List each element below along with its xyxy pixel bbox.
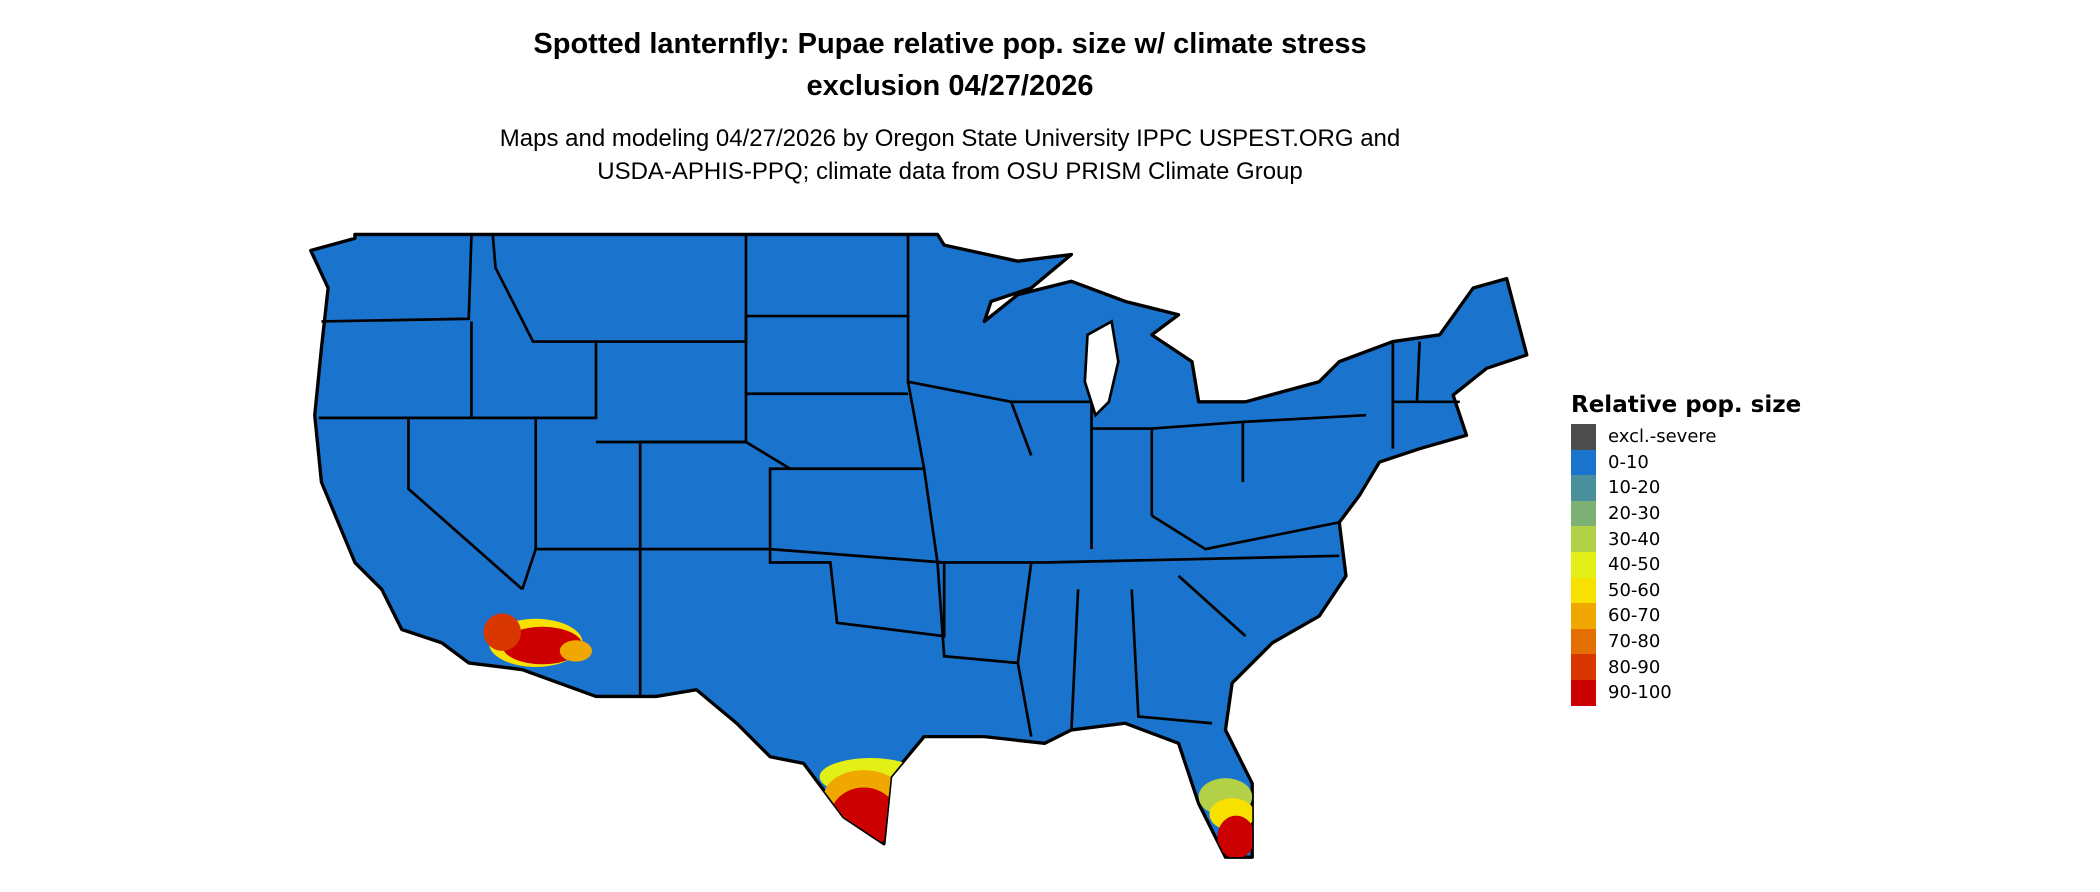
legend-swatch — [1571, 679, 1596, 706]
state-border — [471, 235, 598, 420]
legend-title: Relative pop. size — [1571, 392, 1802, 418]
legend-swatch — [1571, 500, 1596, 527]
subtitle-line1: Maps and modeling 04/27/2026 by Oregon S… — [499, 125, 1401, 152]
legend-item: 90-100 — [1571, 679, 1801, 706]
legend-swatch — [1571, 475, 1596, 501]
map-title-line1: Spotted lanternfly: Pupae relative pop. … — [533, 28, 1367, 60]
legend-swatch — [1571, 551, 1596, 578]
state-border — [1016, 662, 1033, 737]
state-border — [640, 467, 925, 551]
state-border — [1415, 341, 1421, 402]
legend-item: 60-70 — [1571, 603, 1801, 629]
state-borders — [318, 235, 1460, 737]
legend: Relative pop. size excl.-severe 0-10 10-20… — [1571, 392, 1801, 706]
legend-swatch — [1571, 577, 1596, 604]
legend-item: 50-60 — [1571, 577, 1801, 604]
hotspot-texas — [819, 758, 922, 847]
state-border — [1151, 514, 1340, 551]
legend-swatch — [1571, 449, 1596, 476]
legend-label: 90-100 — [1608, 682, 1672, 704]
legend-label: 0-10 — [1608, 451, 1649, 473]
state-border — [906, 381, 1045, 564]
legend-label: excl.-severe — [1608, 426, 1717, 448]
legend-label: 10-20 — [1608, 477, 1661, 499]
map-title-line2: exclusion 04/27/2026 — [806, 70, 1094, 102]
subtitle-line2: USDA-APHIS-PPQ; climate data from OSU PR… — [597, 158, 1303, 185]
state-border — [906, 316, 1033, 456]
legend-swatch — [1571, 526, 1596, 552]
legend-item: 10-20 — [1571, 475, 1801, 501]
legend-label: 30-40 — [1608, 528, 1661, 550]
legend-item: excl.-severe — [1571, 424, 1801, 450]
state-border — [1070, 589, 1080, 730]
state-border — [768, 549, 946, 638]
legend-label: 60-70 — [1608, 605, 1661, 627]
state-border — [936, 562, 1033, 665]
state-border — [1044, 554, 1340, 564]
legend-label: 70-80 — [1608, 631, 1661, 653]
legend-item: 40-50 — [1571, 551, 1801, 578]
great-lake-michigan — [1083, 319, 1120, 418]
state-border — [769, 547, 945, 564]
legend-item: 80-90 — [1571, 654, 1801, 680]
legend-label: 20-30 — [1608, 503, 1661, 525]
legend-item: 70-80 — [1571, 628, 1801, 655]
state-border — [745, 440, 791, 470]
state-border — [407, 417, 524, 591]
us-outline — [309, 232, 1529, 859]
state-border — [521, 548, 537, 590]
legend-swatch — [1571, 628, 1596, 655]
state-border — [1177, 574, 1247, 638]
legend-label: 80-90 — [1608, 656, 1661, 678]
legend-label: 50-60 — [1608, 579, 1661, 601]
legend-swatch — [1571, 654, 1596, 680]
legend-item: 0-10 — [1571, 449, 1801, 476]
hotspots — [483, 613, 1255, 858]
state-border — [321, 235, 473, 323]
legend-label: 40-50 — [1608, 554, 1661, 576]
state-border — [1242, 413, 1367, 424]
hotspot-arizona — [483, 613, 592, 667]
hotspot-florida — [1198, 778, 1255, 858]
legend-swatch — [1571, 424, 1596, 450]
state-border — [1130, 589, 1213, 725]
legend-item: 20-30 — [1571, 500, 1801, 527]
legend-swatch — [1571, 603, 1596, 629]
legend-item: 30-40 — [1571, 526, 1801, 552]
